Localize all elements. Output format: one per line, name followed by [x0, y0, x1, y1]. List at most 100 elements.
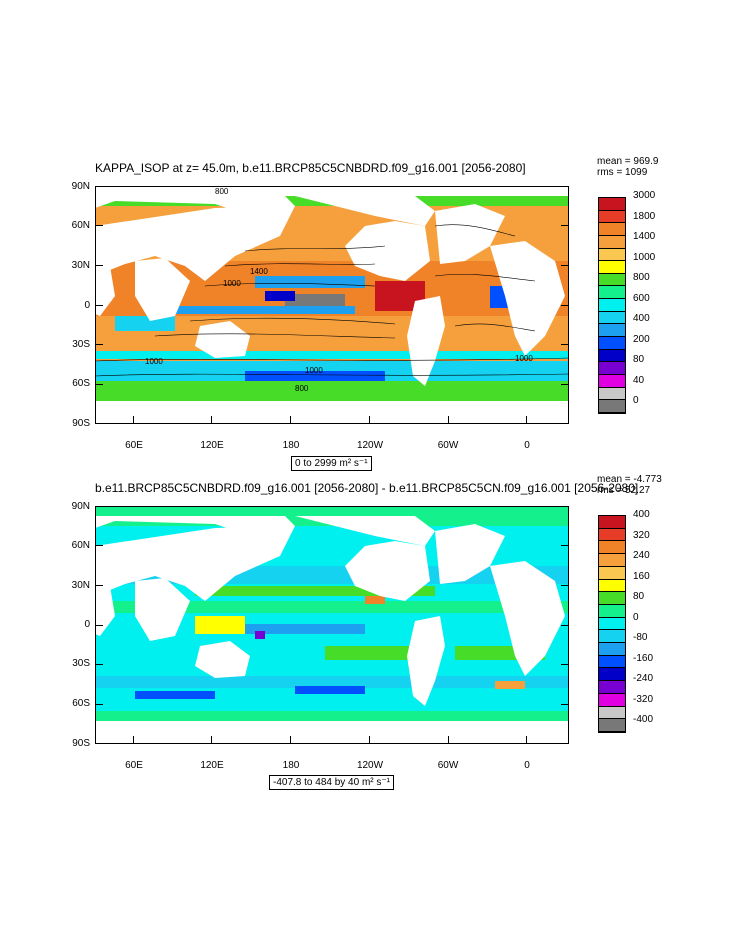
panel1-contour-label: 1000	[305, 366, 323, 375]
colorbar-label: 0	[633, 395, 639, 406]
colorbar-swatch	[599, 210, 625, 224]
panel1-rms: rms = 1099	[597, 167, 648, 178]
colorbar-swatch	[599, 528, 625, 542]
panel1-lat-label: 30N	[71, 260, 90, 271]
panel2-lat-label: 30N	[71, 580, 90, 591]
colorbar-label: 600	[633, 292, 650, 304]
colorbar-swatch	[599, 198, 625, 211]
colorbar-label: 40	[633, 374, 645, 386]
colorbar-swatch	[599, 655, 625, 669]
colorbar-swatch	[599, 362, 625, 375]
colorbar-label: -160	[633, 652, 654, 664]
panel2-lat-label: 90S	[72, 738, 90, 749]
panel1-colorbar-labels: 3000 1800 1400 1000 800 600 400 200 80 40 0	[633, 190, 683, 420]
panel1-contour-label: 1000	[515, 354, 533, 363]
colorbar-swatch	[599, 706, 625, 720]
colorbar-swatch	[599, 643, 625, 656]
panel2-lon-label: 0	[524, 760, 530, 771]
colorbar-swatch	[599, 630, 625, 644]
panel2-colorbar-swatches	[598, 515, 626, 733]
panel1-contour-label: 800	[295, 384, 309, 393]
panel2-lon-label: 60W	[437, 760, 459, 771]
panel1-contour-labels: 800 1400 1000 1000 1000 1000 800	[145, 187, 533, 393]
colorbar-swatch	[599, 668, 625, 682]
panel1-contour-label: 800	[215, 187, 229, 196]
panel1-contour-label: 1400	[250, 267, 268, 276]
colorbar-swatch	[599, 248, 625, 262]
panel1-lat-label: 0	[84, 300, 90, 311]
colorbar-swatch	[599, 681, 625, 694]
panel2-ticks	[95, 545, 569, 744]
colorbar-swatch	[599, 311, 625, 325]
colorbar-label: 160	[633, 570, 650, 582]
panel2-lat-label: 60S	[72, 698, 90, 709]
colorbar-swatch	[599, 223, 625, 236]
panel1-contours	[95, 224, 569, 377]
colorbar-swatch	[599, 566, 625, 580]
colorbar-swatch	[599, 273, 625, 287]
colorbar-swatch	[599, 719, 625, 732]
panel2-lon-label: 120W	[356, 760, 384, 771]
colorbar-label: 1400	[633, 231, 656, 242]
colorbar-swatch	[599, 374, 625, 388]
colorbar-swatch	[599, 554, 625, 567]
panel1-lon-label: 60E	[125, 440, 143, 451]
panel1-contour-label: 1000	[145, 357, 163, 366]
panel1-lat-label: 60N	[71, 220, 90, 231]
colorbar-swatch	[599, 324, 625, 338]
colorbar-label: 400	[633, 313, 650, 324]
colorbar-swatch	[599, 286, 625, 300]
panel2-range-label: -407.8 to 484 by 40 m² s⁻¹	[269, 775, 395, 790]
colorbar-swatch	[599, 604, 625, 618]
panel2-lat-label: 60N	[71, 540, 90, 551]
colorbar-label: 1000	[633, 251, 656, 263]
panel1-contour-label: 1000	[223, 279, 241, 288]
panel1-colorbar-swatches	[598, 197, 626, 414]
panel2-map	[95, 506, 569, 744]
panel1-ticks	[95, 225, 569, 424]
colorbar-label: 320	[633, 529, 650, 541]
panel1-lat-label: 90N	[71, 181, 90, 192]
colorbar-swatch	[599, 400, 625, 413]
colorbar-swatch	[599, 516, 625, 529]
panel1-land	[95, 196, 569, 424]
panel2-land	[95, 516, 569, 744]
colorbar-swatch	[599, 337, 625, 350]
panel1-title: KAPPA_ISOP at z= 45.0m, b.e11.BRCP85C5CN…	[95, 161, 526, 175]
panel1-colorbar	[598, 197, 626, 414]
colorbar-label: 0	[633, 611, 639, 623]
panel2-lat-label: 30S	[72, 658, 90, 669]
colorbar-swatch	[599, 541, 625, 555]
colorbar-label: 1800	[633, 210, 656, 222]
panel1-lon-label: 0	[524, 440, 530, 451]
colorbar-label: -80	[633, 632, 648, 643]
colorbar-label: -400	[633, 714, 654, 725]
panel2-lat-label: 90N	[71, 501, 90, 512]
panel2-lon-label: 180	[282, 760, 300, 771]
colorbar-swatch	[599, 299, 625, 312]
panel2-lon-label: 60E	[125, 760, 143, 771]
panel2-rms: rms = 52.27	[597, 485, 651, 496]
colorbar-label: -240	[633, 673, 654, 684]
colorbar-label: 80	[633, 591, 645, 602]
colorbar-swatch	[599, 617, 625, 631]
colorbar-label: 800	[633, 272, 650, 283]
panel1-mean: mean = 969.9	[597, 156, 659, 167]
panel1-lon-label: 180	[282, 440, 300, 451]
colorbar-label: 240	[633, 550, 650, 561]
colorbar-label: 400	[633, 509, 650, 520]
colorbar-label: 80	[633, 354, 645, 365]
panel1-map: 800 1400 1000 1000 1000 1000 800	[95, 186, 569, 424]
panel1-lon-label: 120W	[356, 440, 384, 451]
colorbar-swatch	[599, 579, 625, 593]
panel1-lat-label: 60S	[72, 378, 90, 389]
colorbar-swatch	[599, 387, 625, 401]
colorbar-swatch	[599, 261, 625, 274]
colorbar-swatch	[599, 349, 625, 363]
panel2-title: b.e11.BRCP85C5CNBDRD.f09_g16.001 [2056-2…	[95, 481, 639, 495]
panel2-colorbar	[598, 515, 626, 733]
panel1-lat-label: 30S	[72, 339, 90, 350]
colorbar-swatch	[599, 592, 625, 605]
panel1-lat-label: 90S	[72, 418, 90, 429]
panel1-lon-label: 120E	[200, 440, 224, 451]
